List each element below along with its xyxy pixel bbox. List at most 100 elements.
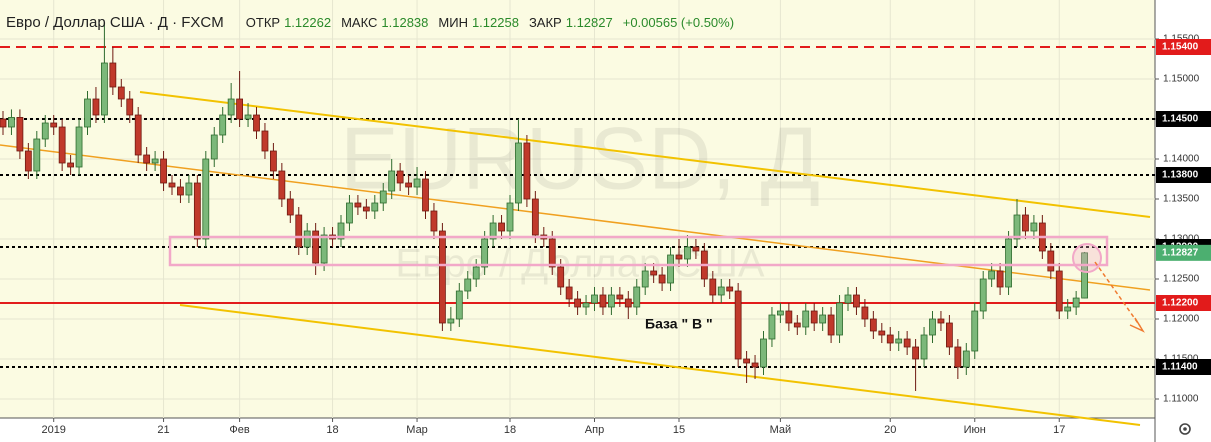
y-tick-label: 1.14000 — [1163, 154, 1200, 165]
candle-body — [717, 286, 725, 296]
candle-body — [219, 114, 227, 136]
candle-body — [523, 142, 531, 200]
candle-body — [954, 346, 962, 368]
candle-body — [1047, 250, 1055, 272]
candle-body — [878, 330, 886, 336]
candle-body — [1064, 306, 1072, 312]
change: +0.00565 (+0.50%) — [622, 15, 735, 30]
candle-body — [1055, 270, 1063, 312]
candle-body — [362, 206, 370, 212]
price-tag-bg — [1156, 39, 1211, 55]
candle-body — [151, 158, 159, 164]
candle-body — [844, 294, 852, 304]
candle-body — [506, 202, 514, 232]
open-value: 1.12262 — [284, 15, 332, 30]
axis: 1.110001.115001.120001.125001.130001.135… — [41, 34, 1211, 436]
candle-body — [430, 210, 438, 232]
y-tick-label: 1.12000 — [1163, 314, 1200, 325]
candle-body — [565, 286, 573, 300]
candle-body — [946, 322, 953, 348]
candle-body — [498, 222, 505, 232]
arrow — [1094, 261, 1141, 327]
channel-line — [139, 91, 1151, 218]
candle-body — [0, 118, 7, 128]
candle-body — [312, 230, 320, 264]
candle-body — [405, 182, 413, 188]
price-tag: 1.12827 — [1162, 247, 1199, 258]
symbol: Евро / Доллар США · Д · FXCM — [6, 14, 224, 31]
candle-body — [1005, 238, 1012, 288]
candle-body — [726, 286, 734, 292]
candle-body — [996, 270, 1004, 288]
candle-body — [295, 214, 303, 248]
candle-body — [624, 298, 632, 308]
x-tick-label: 15 — [673, 424, 685, 436]
candle-body — [937, 318, 945, 324]
candle-body — [802, 310, 810, 328]
close-label: ЗАКР — [528, 15, 562, 30]
price-tag-bg — [1156, 244, 1211, 261]
close-value: 1.12827 — [565, 15, 613, 30]
candle-body — [810, 310, 818, 324]
candle-body — [41, 122, 49, 140]
candle-body — [193, 182, 201, 240]
candle-body — [777, 310, 784, 316]
candle-body — [371, 202, 379, 212]
candle-body — [346, 202, 353, 224]
price-tag-bg — [1156, 295, 1211, 311]
candle-body — [574, 298, 581, 308]
candle-body — [464, 278, 472, 292]
y-tick-label: 1.13500 — [1163, 194, 1200, 205]
candle-body — [261, 130, 269, 152]
candle-body — [853, 294, 860, 308]
candle-body — [126, 98, 134, 116]
y-tick-label: 1.15000 — [1163, 74, 1200, 85]
candle-body — [185, 182, 193, 196]
candle-body — [168, 182, 176, 188]
candle-body — [641, 270, 649, 288]
x-tick-label: Мар — [406, 424, 428, 436]
candle-body — [582, 302, 590, 308]
candle-body — [962, 350, 970, 368]
x-tick-label: 21 — [157, 424, 169, 436]
candle-body — [101, 62, 108, 116]
candle-body — [134, 114, 142, 156]
candle-body — [903, 338, 911, 348]
candle-body — [33, 138, 41, 172]
annotation: База " В " — [645, 316, 713, 332]
candle-body — [608, 294, 615, 308]
candles — [0, 23, 1088, 391]
channel-line — [179, 304, 1141, 426]
price-tag-bg — [1156, 359, 1211, 375]
candle-body — [785, 310, 793, 324]
candle-body — [109, 62, 117, 88]
candle-body — [303, 230, 311, 248]
candle-body — [827, 314, 835, 336]
candle-body — [438, 230, 446, 324]
candle-body — [768, 314, 776, 340]
candle-body — [472, 266, 480, 280]
candle-body — [1081, 252, 1088, 299]
candle-body — [531, 198, 539, 236]
candle-body — [979, 278, 987, 312]
candle-body — [143, 154, 151, 164]
x-tick-label: Апр — [585, 424, 604, 436]
x-tick-label: 20 — [884, 424, 896, 436]
candle-body — [202, 158, 210, 240]
candle-body — [236, 98, 244, 120]
zone-rect — [168, 235, 1109, 267]
candle-body — [50, 122, 58, 128]
candle-body — [869, 318, 877, 332]
candle-body — [743, 358, 750, 364]
settings-icon[interactable] — [1179, 423, 1191, 435]
candle-body — [422, 178, 429, 212]
watermark: EURUSD, Д — [340, 108, 820, 207]
candle-body — [1013, 214, 1021, 240]
price-tag-bg — [1156, 111, 1211, 127]
candle-body — [455, 290, 463, 320]
candle-body — [84, 98, 91, 128]
candle-body — [58, 126, 66, 164]
candle-body — [1072, 297, 1080, 308]
candle-body — [684, 246, 691, 260]
